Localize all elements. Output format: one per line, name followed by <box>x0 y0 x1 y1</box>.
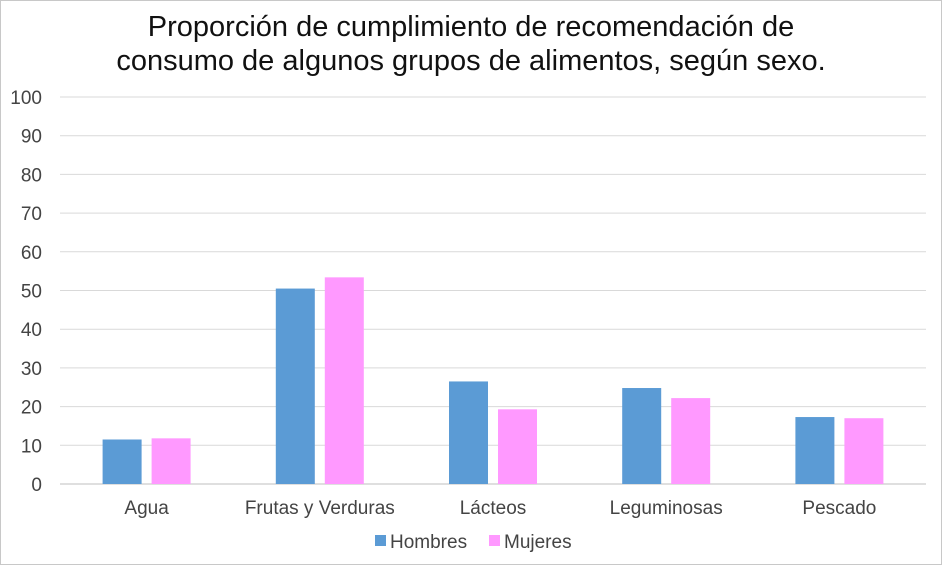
y-tick-label: 50 <box>21 282 42 303</box>
bar-mujeres-2 <box>498 409 537 484</box>
y-tick-label: 0 <box>31 475 42 496</box>
chart-title-line-2: consumo de algunos grupos de alimentos, … <box>116 45 826 77</box>
bar-hombres-3 <box>622 388 662 484</box>
legend-label: Mujeres <box>504 532 572 553</box>
bar-hombres-4 <box>795 417 835 484</box>
x-category-label: Leguminosas <box>610 498 723 519</box>
bar-mujeres-4 <box>844 418 884 484</box>
y-tick-label: 10 <box>21 436 42 457</box>
y-tick-label: 80 <box>21 165 42 186</box>
y-tick-label: 90 <box>21 127 42 148</box>
y-tick-label: 40 <box>21 320 42 341</box>
y-tick-label: 20 <box>21 398 42 419</box>
bar-mujeres-0 <box>151 438 191 484</box>
bar-hombres-1 <box>275 288 315 484</box>
y-tick-label: 70 <box>21 204 42 225</box>
legend-swatch <box>489 535 500 546</box>
y-tick-label: 60 <box>21 243 42 264</box>
x-category-label: Pescado <box>802 498 876 519</box>
legend-label: Hombres <box>390 532 467 553</box>
x-category-label: Lácteos <box>460 498 527 519</box>
x-category-label: Frutas y Verduras <box>245 498 395 519</box>
chart-title: Proporción de cumplimiento de recomendac… <box>0 10 942 78</box>
bar-hombres-0 <box>102 439 142 484</box>
x-category-label: Agua <box>124 498 169 519</box>
bar-hombres-2 <box>449 381 488 484</box>
legend-swatch <box>375 535 386 546</box>
bar-mujeres-1 <box>324 277 364 484</box>
chart-title-line-1: Proporción de cumplimiento de recomendac… <box>147 11 795 43</box>
bar-mujeres-3 <box>671 398 711 484</box>
y-tick-label: 30 <box>21 359 42 380</box>
y-tick-label: 100 <box>10 88 42 109</box>
